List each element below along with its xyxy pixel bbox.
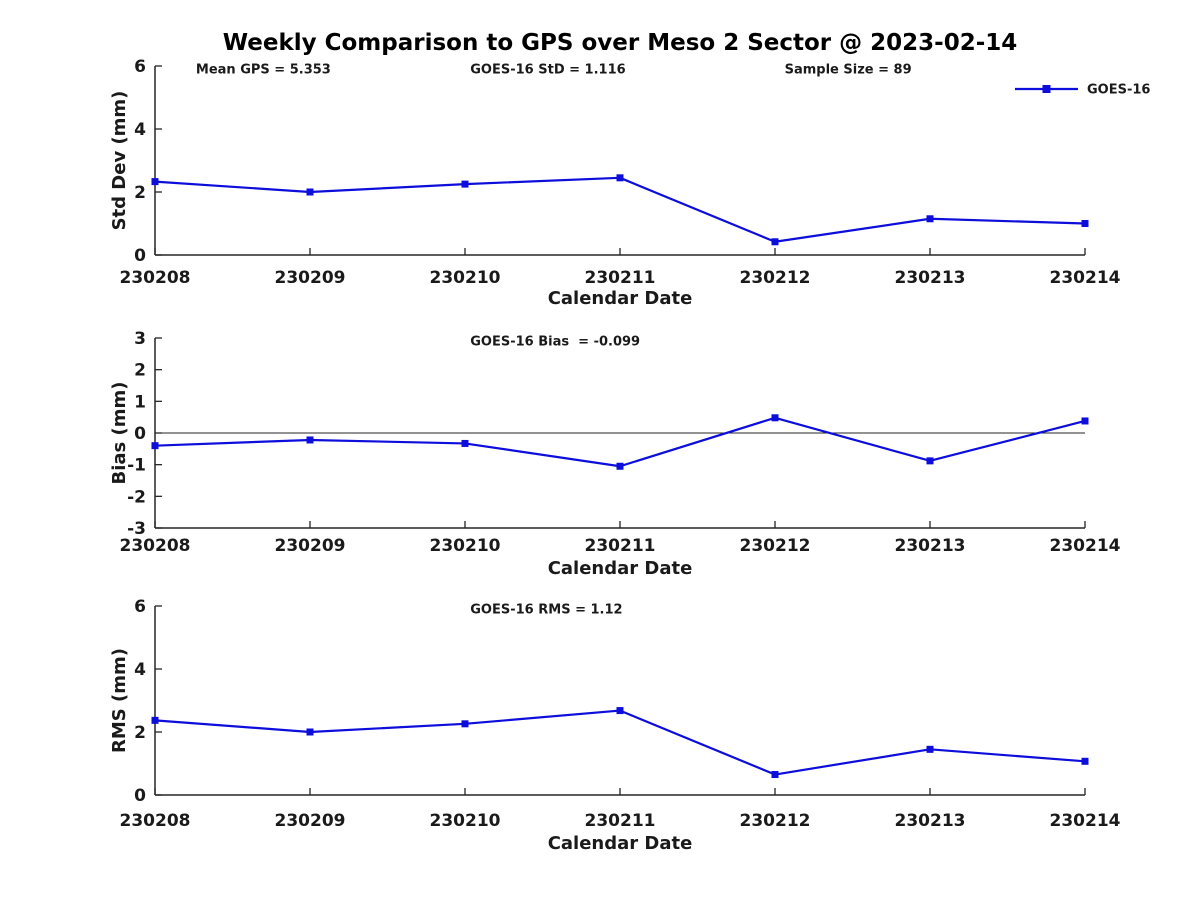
x-axis-title: Calendar Date (548, 288, 693, 309)
x-tick-label: 230210 (430, 268, 501, 288)
y-tick-label: 2 (134, 183, 146, 203)
data-point-marker (616, 174, 624, 182)
y-axis-title: Bias (mm) (109, 382, 130, 485)
annotation-text: GOES-16 StD = 1.116 (470, 63, 625, 78)
data-point-marker (306, 728, 314, 736)
data-point-marker (771, 238, 779, 246)
data-point-marker (461, 180, 469, 188)
data-point-marker (771, 414, 779, 422)
series-line (154, 709, 1086, 776)
annotation-text: Sample Size = 89 (785, 63, 912, 78)
data-point-marker (926, 457, 934, 465)
data-point-marker (1081, 220, 1089, 227)
x-tick-label: 230208 (120, 268, 191, 288)
data-point-marker (461, 720, 469, 728)
data-point-marker (926, 215, 934, 223)
y-tick-label: 2 (134, 361, 146, 381)
y-axis-title: Std Dev (mm) (109, 91, 130, 231)
data-point-marker (616, 707, 624, 715)
x-tick-label: 230209 (275, 536, 346, 556)
x-axis-title: Calendar Date (548, 833, 693, 854)
y-tick-label: 6 (134, 597, 146, 617)
series-line (154, 176, 1086, 243)
y-tick-label: 2 (134, 723, 146, 743)
x-axis-title: Calendar Date (548, 558, 693, 579)
figure-title: Weekly Comparison to GPS over Meso 2 Sec… (222, 30, 1018, 56)
x-tick-label: 230208 (120, 536, 191, 556)
data-point-marker (151, 716, 159, 724)
data-point-marker (926, 745, 934, 753)
x-tick-label: 230213 (895, 536, 966, 556)
x-tick-label: 230212 (740, 536, 811, 556)
y-tick-label: 0 (134, 786, 146, 806)
y-tick-label: -1 (127, 456, 146, 476)
data-point-marker (771, 771, 779, 779)
y-tick-label: 1 (134, 392, 146, 412)
annotation-text: GOES-16 Bias = -0.099 (470, 335, 640, 350)
x-tick-label: 230209 (275, 811, 346, 831)
y-tick-label: 0 (134, 246, 146, 266)
x-tick-label: 230214 (1050, 811, 1121, 831)
data-point-marker (306, 436, 314, 444)
x-tick-label: 230211 (585, 811, 656, 831)
annotation-text: Mean GPS = 5.353 (196, 63, 331, 78)
y-tick-label: 6 (134, 57, 146, 77)
x-tick-label: 230214 (1050, 536, 1121, 556)
x-tick-label: 230210 (430, 811, 501, 831)
data-point-marker (1081, 417, 1089, 425)
legend-marker (1042, 85, 1051, 93)
data-point-marker (306, 188, 314, 196)
y-tick-label: -2 (127, 487, 146, 507)
series-line (154, 416, 1086, 468)
data-point-marker (616, 462, 624, 470)
y-tick-label: 3 (134, 329, 146, 349)
x-tick-label: 230211 (585, 268, 656, 288)
y-tick-label: 0 (134, 424, 146, 444)
x-tick-label: 230212 (740, 268, 811, 288)
y-tick-label: 4 (134, 660, 146, 680)
x-tick-label: 230214 (1050, 268, 1121, 288)
x-tick-label: 230213 (895, 811, 966, 831)
data-point-marker (1081, 757, 1089, 765)
x-tick-label: 230211 (585, 536, 656, 556)
x-tick-label: 230209 (275, 268, 346, 288)
data-point-marker (151, 178, 159, 186)
data-point-marker (151, 442, 159, 450)
x-tick-label: 230213 (895, 268, 966, 288)
x-tick-label: 230208 (120, 811, 191, 831)
data-point-marker (461, 439, 469, 447)
x-tick-label: 230212 (740, 811, 811, 831)
x-tick-label: 230210 (430, 536, 501, 556)
annotation-text: GOES-16 RMS = 1.12 (470, 603, 622, 618)
y-tick-label: 4 (134, 120, 146, 140)
legend-label: GOES-16 (1087, 83, 1150, 98)
y-axis-title: RMS (mm) (109, 648, 130, 753)
y-tick-label: -3 (127, 519, 146, 539)
